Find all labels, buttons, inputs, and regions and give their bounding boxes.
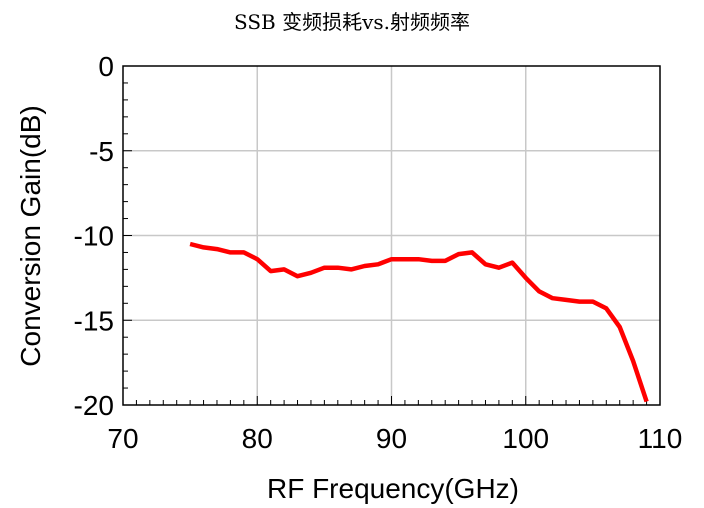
grid-lines: [123, 66, 660, 405]
x-axis-label: RF Frequency(GHz): [267, 473, 519, 504]
series-line: [189, 241, 649, 403]
chart-title: SSB 变频损耗vs.射频频率: [234, 10, 470, 34]
x-tick-label: 90: [376, 423, 407, 454]
y-axis-label: Conversion Gain(dB): [15, 105, 46, 366]
x-tick-label: 100: [502, 423, 549, 454]
plot-frame: [122, 65, 661, 406]
y-tick-label: 0: [98, 51, 114, 82]
x-tick-label: 70: [107, 423, 138, 454]
y-tick-label: -20: [74, 390, 114, 421]
x-tick-label: 80: [242, 423, 273, 454]
x-tick-labels: 70 80 90 100 110: [107, 423, 682, 454]
y-tick-label: -5: [89, 136, 114, 167]
y-tick-label: -10: [74, 221, 114, 252]
series-layer: [189, 241, 649, 403]
y-tick-labels: 0 -5 -10 -15 -20: [74, 51, 114, 421]
y-tick-label: -15: [74, 305, 114, 336]
x-tick-label: 110: [638, 423, 683, 454]
